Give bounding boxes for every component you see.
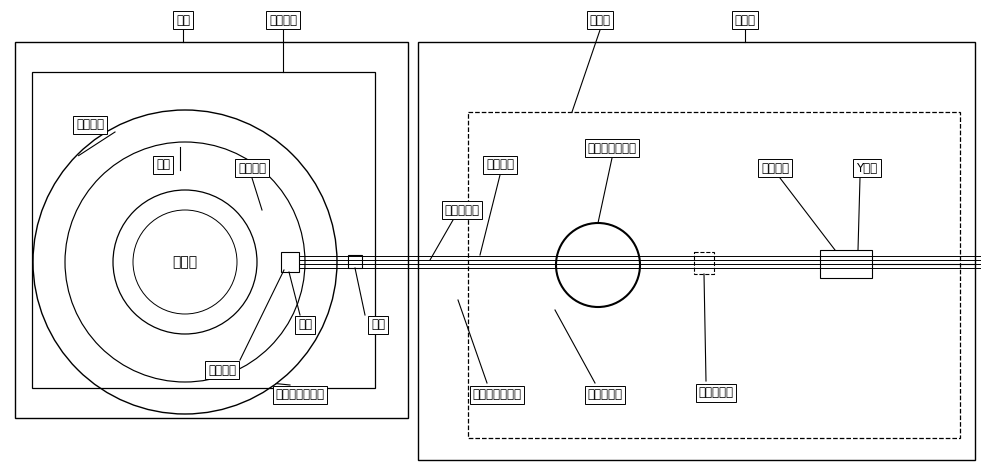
Bar — [468, 112, 960, 438]
Bar — [348, 255, 362, 268]
Bar — [32, 72, 375, 388]
Text: 光纤套管: 光纤套管 — [486, 159, 514, 171]
Bar — [418, 42, 975, 460]
Text: 光纤环尾纤: 光纤环尾纤 — [588, 389, 622, 401]
Text: 尾纤: 尾纤 — [156, 159, 170, 171]
Text: 胶带: 胶带 — [371, 318, 385, 332]
Text: 防风盖: 防风盖 — [590, 14, 610, 26]
Text: 温箱出纤口: 温箱出纤口 — [444, 203, 480, 217]
Text: 一端长出的尾纤: 一端长出的尾纤 — [588, 141, 637, 154]
Bar — [15, 42, 408, 418]
Text: 测试台: 测试台 — [734, 14, 756, 26]
Text: Y波导: Y波导 — [856, 162, 878, 174]
Text: 磁屏蔽罩: 磁屏蔽罩 — [76, 119, 104, 131]
Text: 隔振工装: 隔振工装 — [269, 14, 297, 26]
Text: 光纤熔接点: 光纤熔接点 — [698, 387, 734, 399]
Text: 波导尾纤: 波导尾纤 — [761, 162, 789, 174]
Text: 温箱: 温箱 — [176, 14, 190, 26]
Text: 光纤环: 光纤环 — [172, 255, 198, 269]
Text: 胶带: 胶带 — [298, 318, 312, 332]
Text: 隔振工装出纤槽: 隔振工装出纤槽 — [473, 389, 522, 401]
Text: 贴胶带处: 贴胶带处 — [208, 364, 236, 376]
Bar — [281, 252, 299, 272]
Bar — [694, 252, 714, 274]
Text: 磁屏蔽罩出纤口: 磁屏蔽罩出纤口 — [276, 389, 324, 401]
Text: 贴胶带处: 贴胶带处 — [238, 162, 266, 174]
Bar — [820, 250, 872, 278]
